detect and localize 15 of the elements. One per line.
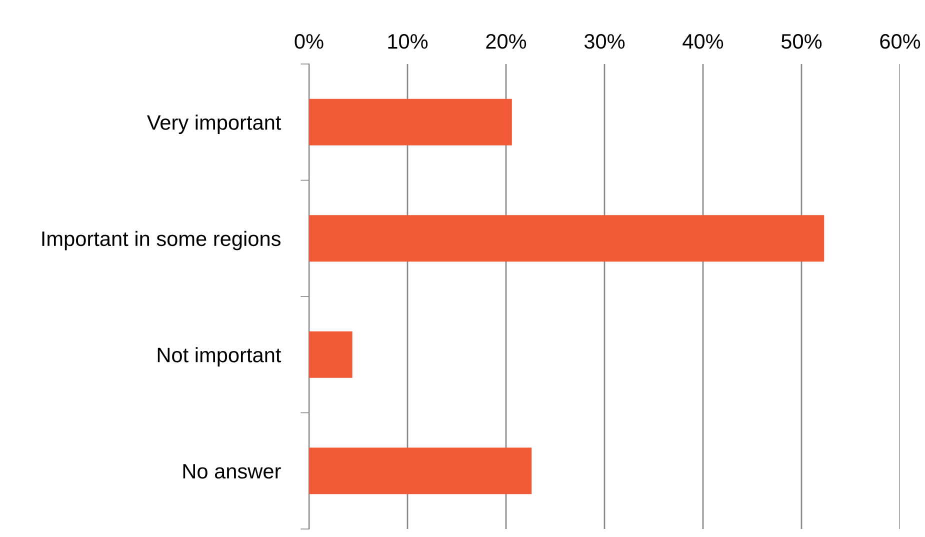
x-tick-label: 40% bbox=[682, 34, 724, 49]
x-tick-label: 10% bbox=[388, 34, 428, 49]
bar bbox=[309, 448, 532, 494]
x-tick-label: 30% bbox=[584, 34, 625, 49]
y-tick-label: Not important bbox=[158, 347, 282, 366]
y-tick-label: Very important bbox=[147, 114, 282, 134]
y-tick-label: No answer bbox=[183, 464, 281, 479]
x-tick-label: 50% bbox=[781, 34, 822, 49]
x-tick-label: 20% bbox=[486, 34, 526, 49]
y-tick-label: Important in some regions bbox=[42, 230, 280, 250]
bar bbox=[309, 98, 512, 146]
bar bbox=[309, 215, 824, 262]
bar bbox=[309, 331, 352, 378]
x-tick-label: 0% bbox=[294, 34, 324, 49]
x-tick-label: 60% bbox=[880, 34, 920, 49]
